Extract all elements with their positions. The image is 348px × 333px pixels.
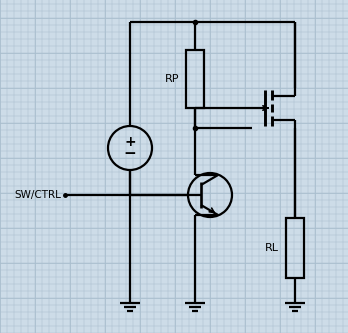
Text: RL: RL bbox=[265, 243, 279, 253]
Text: −: − bbox=[124, 147, 136, 162]
Text: +: + bbox=[124, 135, 136, 149]
Bar bbox=[186, 50, 204, 108]
Text: RP: RP bbox=[165, 74, 179, 84]
Text: SW/CTRL: SW/CTRL bbox=[14, 190, 61, 200]
Bar bbox=[286, 218, 304, 278]
